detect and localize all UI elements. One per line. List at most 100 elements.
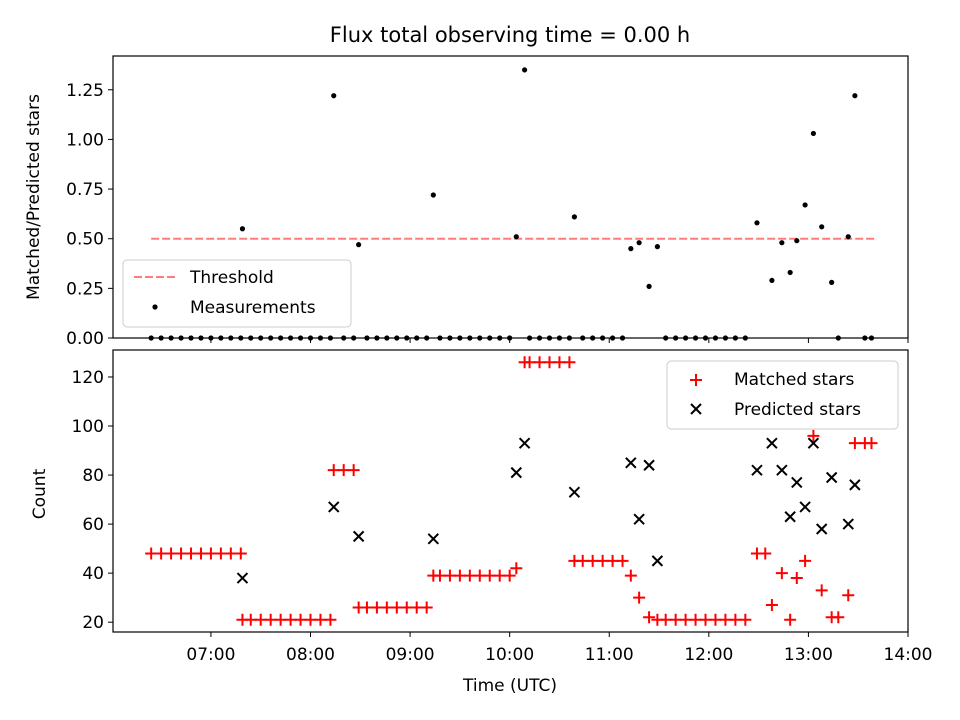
x-tick-label: 10:00 bbox=[485, 645, 534, 665]
predicted-star-point bbox=[568, 486, 581, 498]
y-tick-label: 120 bbox=[72, 368, 104, 388]
predicted-star-point bbox=[427, 533, 440, 545]
x-tick-label: 07:00 bbox=[186, 645, 235, 665]
measurement-point bbox=[802, 202, 808, 208]
count-x-axis: 07:00 08:00 09:00 10:00 11:00 12:00 13:00 14:00 bbox=[186, 632, 933, 665]
measurement-point bbox=[787, 269, 793, 276]
ratio-y-axis-label: Matched/Predicted stars bbox=[24, 94, 44, 300]
y-tick-label: 1.25 bbox=[66, 81, 104, 101]
legend-predicted-swatch bbox=[690, 403, 702, 415]
measurement-point bbox=[779, 240, 785, 246]
measurement-point bbox=[819, 224, 825, 230]
legend-matched-label: Matched stars bbox=[734, 370, 854, 390]
matched-star-point bbox=[765, 599, 778, 612]
measurement-point bbox=[636, 240, 642, 246]
matched-star-point bbox=[739, 613, 752, 626]
predicted-star-point bbox=[328, 501, 340, 513]
measurement-point bbox=[628, 246, 634, 252]
measurement-point bbox=[356, 242, 362, 248]
measurement-point bbox=[794, 238, 800, 244]
x-tick-label: 13:00 bbox=[784, 645, 833, 665]
count-y-axis-label: Count bbox=[30, 468, 50, 519]
matched-star-point bbox=[790, 572, 803, 585]
matched-star-point bbox=[234, 547, 247, 560]
predicted-star-point bbox=[751, 464, 763, 476]
matched-star-point bbox=[633, 591, 646, 604]
count-legend: Matched stars Predicted stars bbox=[666, 360, 899, 430]
ratio-y-axis: 0.00 0.25 0.50 0.75 1.00 1.25 bbox=[66, 81, 113, 349]
predicted-stars-points bbox=[236, 437, 861, 584]
predicted-star-point bbox=[625, 457, 637, 469]
legend-measurements-label: Measurements bbox=[190, 298, 316, 318]
matched-star-point bbox=[503, 569, 516, 582]
measurement-point bbox=[513, 234, 519, 240]
x-tick-label: 11:00 bbox=[585, 645, 634, 665]
matched-star-point bbox=[643, 611, 656, 624]
predicted-star-point bbox=[825, 471, 838, 484]
measurement-point bbox=[810, 130, 816, 137]
predicted-star-point bbox=[643, 459, 655, 471]
measurement-point bbox=[852, 93, 858, 99]
legend-threshold-label: Threshold bbox=[189, 268, 274, 288]
predicted-star-point bbox=[799, 501, 811, 513]
y-tick-label: 1.00 bbox=[66, 130, 104, 150]
predicted-star-point bbox=[842, 518, 854, 530]
y-tick-label: 40 bbox=[82, 564, 104, 584]
ratio-plot-frame bbox=[112, 55, 909, 339]
count-y-axis: 20 40 60 80 100 120 bbox=[72, 368, 113, 633]
matched-star-point bbox=[775, 567, 788, 580]
predicted-star-point bbox=[236, 572, 249, 584]
y-tick-label: 20 bbox=[82, 613, 104, 633]
matched-star-point bbox=[865, 437, 878, 450]
count-plot-frame bbox=[112, 349, 909, 633]
ratio-panel: Flux total observing time = 0.00 h 0.000… bbox=[24, 23, 909, 349]
count-legend-box bbox=[666, 360, 899, 430]
x-axis-label: Time (UTC) bbox=[462, 676, 557, 696]
matched-star-point bbox=[510, 562, 523, 575]
x-tick-label: 14:00 bbox=[884, 645, 933, 665]
matched-star-point bbox=[815, 584, 828, 597]
y-tick-label: 80 bbox=[82, 466, 104, 486]
predicted-star-point bbox=[815, 523, 828, 535]
predicted-star-point bbox=[791, 476, 803, 489]
y-tick-label: 0.75 bbox=[66, 180, 104, 200]
legend-predicted-label: Predicted stars bbox=[734, 400, 861, 420]
measurement-point bbox=[845, 234, 851, 240]
measurement-point bbox=[331, 93, 337, 99]
measurement-point bbox=[239, 226, 246, 232]
y-tick-label: 0.25 bbox=[66, 279, 104, 299]
predicted-star-point bbox=[807, 437, 820, 449]
matched-star-point bbox=[759, 547, 772, 560]
predicted-star-point bbox=[784, 511, 796, 523]
y-tick-label: 0.00 bbox=[66, 329, 104, 349]
measurement-point bbox=[646, 283, 652, 289]
y-tick-label: 100 bbox=[72, 417, 104, 437]
matched-star-point bbox=[799, 554, 812, 567]
chart-title: Flux total observing time = 0.00 h bbox=[330, 23, 690, 47]
ratio-legend-box bbox=[122, 259, 352, 328]
matched-star-point bbox=[807, 429, 820, 442]
matched-star-point bbox=[347, 464, 360, 477]
predicted-star-point bbox=[510, 466, 523, 479]
y-tick-label: 0.50 bbox=[66, 230, 104, 250]
predicted-star-point bbox=[518, 437, 531, 449]
matched-star-point bbox=[563, 356, 576, 369]
predicted-star-point bbox=[352, 530, 365, 543]
matched-star-point bbox=[616, 554, 629, 567]
predicted-star-point bbox=[651, 555, 664, 567]
ratio-legend: Threshold Measurements bbox=[122, 259, 352, 328]
x-tick-label: 09:00 bbox=[386, 645, 435, 665]
measurement-point bbox=[571, 214, 577, 220]
matched-star-point bbox=[784, 613, 797, 626]
predicted-star-point bbox=[766, 437, 778, 449]
matched-star-point bbox=[324, 613, 337, 626]
matched-star-point bbox=[624, 569, 637, 582]
measurement-point bbox=[522, 67, 528, 73]
count-panel: 20 40 60 80 100 120 07:00 08:00 09:00 10:00 11:00… bbox=[30, 349, 933, 696]
x-tick-label: 08:00 bbox=[286, 645, 335, 665]
predicted-star-point bbox=[849, 479, 861, 491]
measurement-point bbox=[769, 277, 775, 284]
predicted-star-point bbox=[776, 464, 788, 476]
